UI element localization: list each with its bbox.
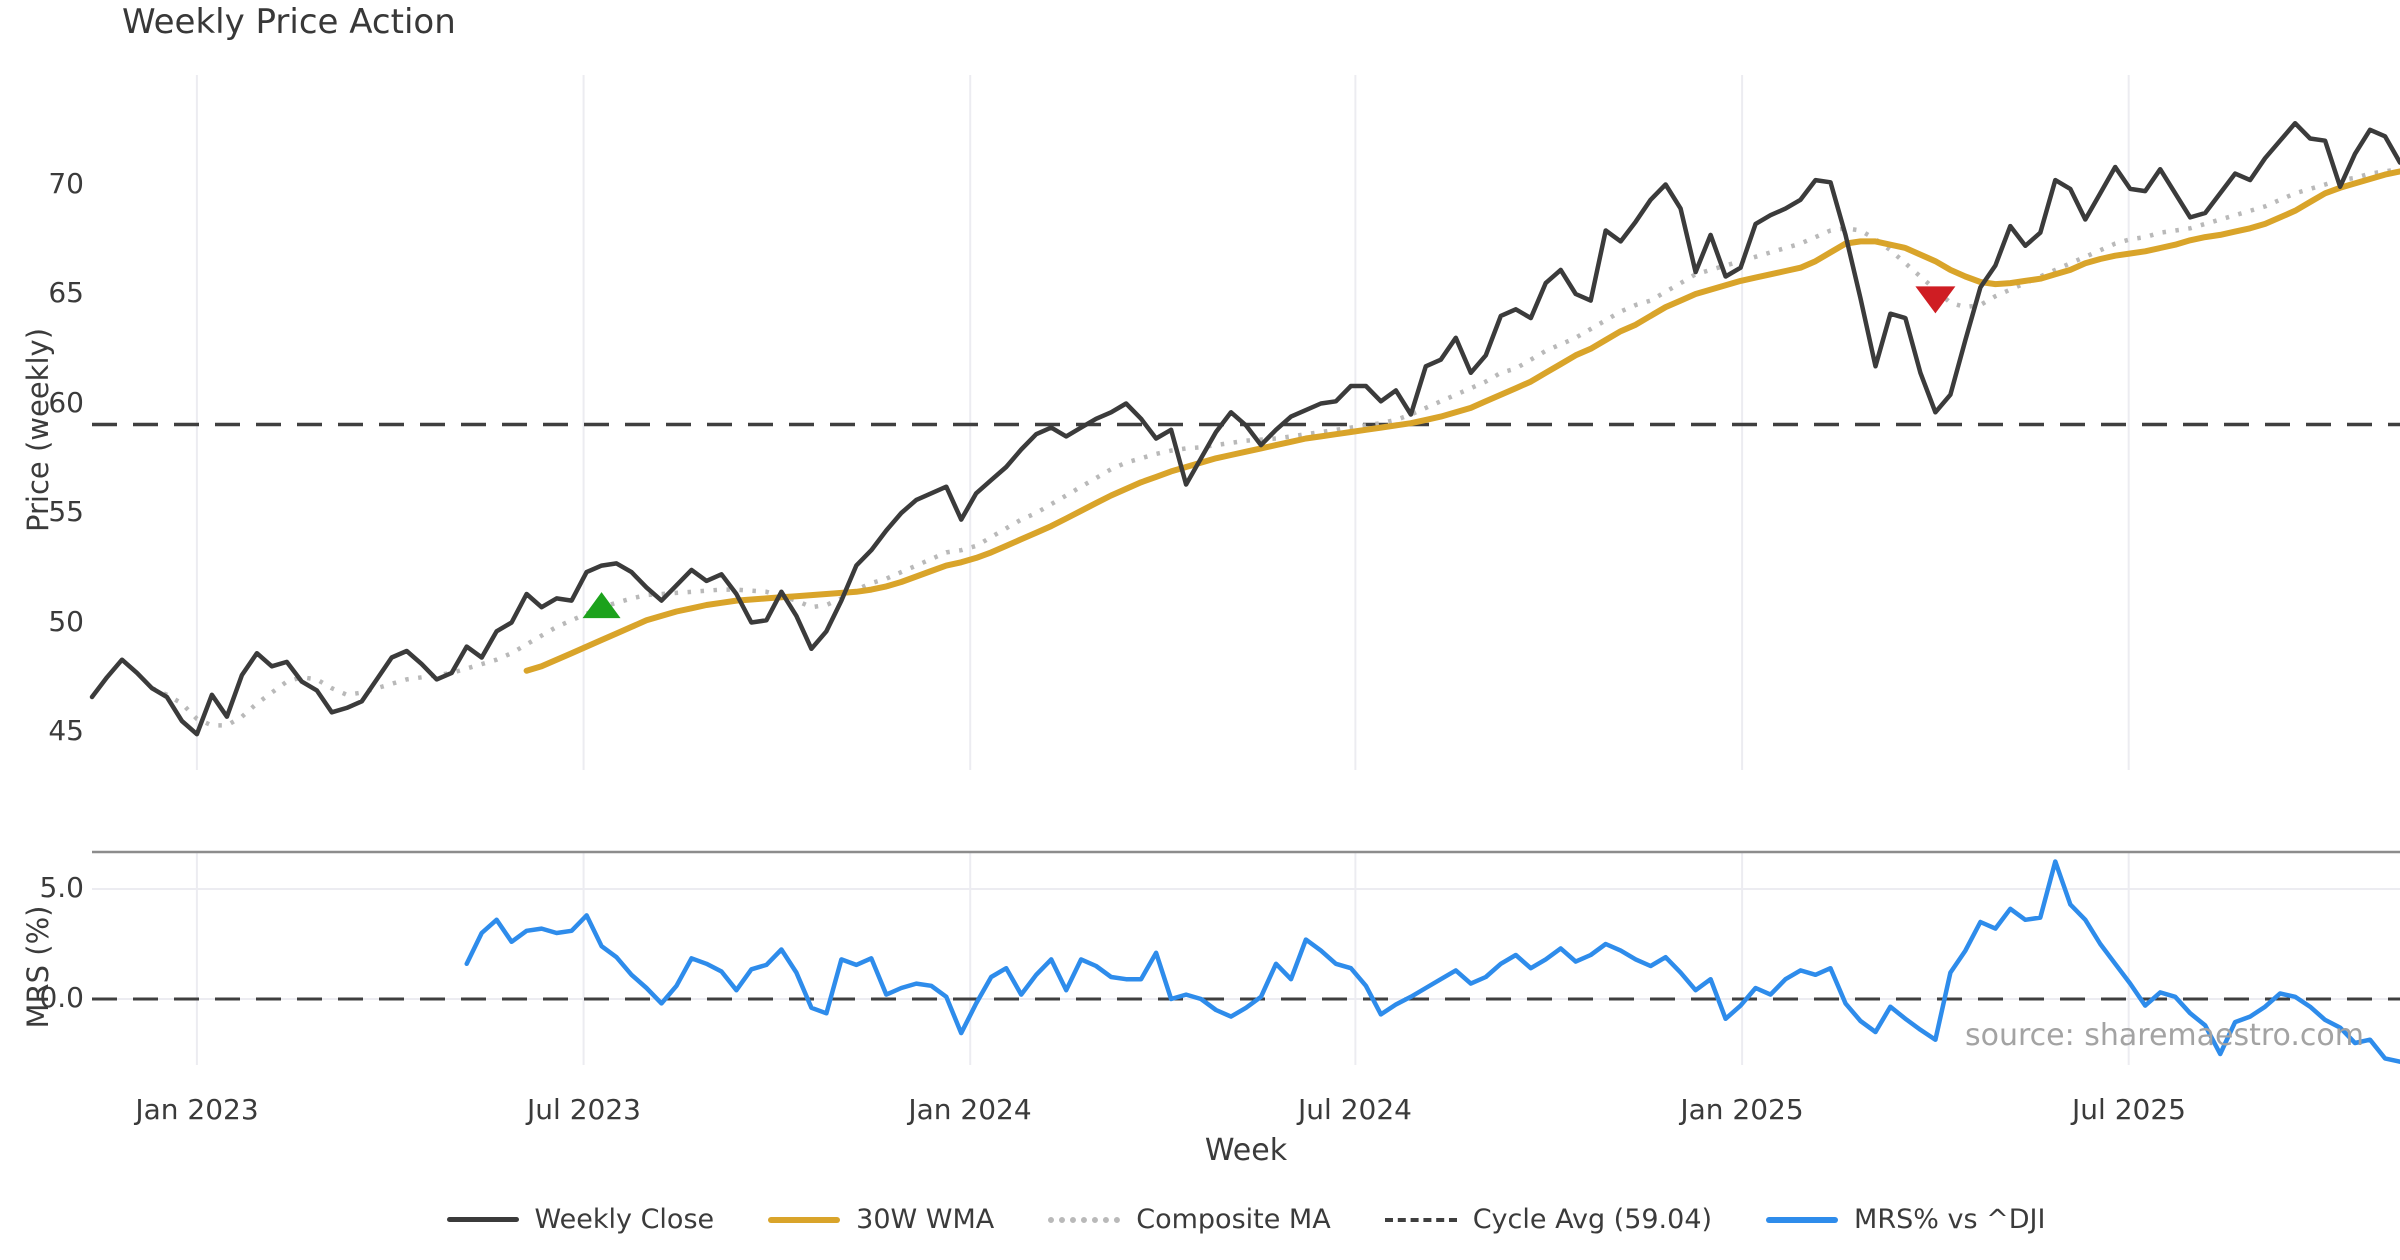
legend-item-mrs: MRS% vs ^DJI xyxy=(1766,1204,2045,1235)
legend-label: MRS% vs ^DJI xyxy=(1854,1204,2046,1235)
price-ytick-label: 60 xyxy=(48,386,84,419)
x-axis-label: Week xyxy=(1204,1133,1288,1168)
x-tick-label: Jan 2025 xyxy=(1680,1093,1804,1126)
x-tick-label: Jan 2023 xyxy=(135,1093,259,1126)
x-tick-label: Jan 2024 xyxy=(908,1093,1032,1126)
weekly-close-line-swatch-icon xyxy=(446,1217,519,1222)
legend-label: 30W WMA xyxy=(856,1204,995,1235)
legend-item-weekly-close: Weekly Close xyxy=(446,1204,715,1235)
legend-item-composite-ma: Composite MA xyxy=(1048,1204,1331,1235)
sell-signal-marker-icon xyxy=(1915,286,1956,314)
price-ytick-label: 45 xyxy=(48,714,84,747)
mrs-ytick-label: 0.0 xyxy=(39,981,84,1014)
legend-item-cycle-avg: Cycle Avg (59.04) xyxy=(1384,1204,1713,1235)
price-ytick-label: 65 xyxy=(48,276,84,309)
price-ytick-label: 55 xyxy=(48,495,84,528)
x-tick-label: Jul 2024 xyxy=(1298,1093,1412,1126)
legend-label: Composite MA xyxy=(1136,1204,1331,1235)
legend: Weekly Close 30W WMA Composite MA Cycle … xyxy=(92,1204,2400,1235)
chart-title: Weekly Price Action xyxy=(122,2,456,42)
wma-line-swatch-icon xyxy=(768,1216,841,1223)
source-watermark: source: sharemaestro.com xyxy=(1965,1018,2364,1053)
legend-item-30w-wma: 30W WMA xyxy=(768,1204,994,1235)
buy-signal-marker-icon xyxy=(582,592,621,619)
mrs-ytick-label: 5.0 xyxy=(39,871,84,904)
price-ytick-label: 70 xyxy=(48,167,84,200)
legend-label: Cycle Avg (59.04) xyxy=(1472,1204,1713,1235)
price-ytick-label: 50 xyxy=(48,605,84,638)
composite-ma-line-swatch-icon xyxy=(1048,1216,1121,1223)
legend-label: Weekly Close xyxy=(534,1204,715,1235)
cycle-avg-line-swatch-icon xyxy=(1384,1217,1457,1222)
x-tick-label: Jul 2023 xyxy=(527,1093,641,1126)
x-tick-label: Jul 2025 xyxy=(2072,1093,2186,1126)
mrs-line-swatch-icon xyxy=(1766,1216,1839,1223)
